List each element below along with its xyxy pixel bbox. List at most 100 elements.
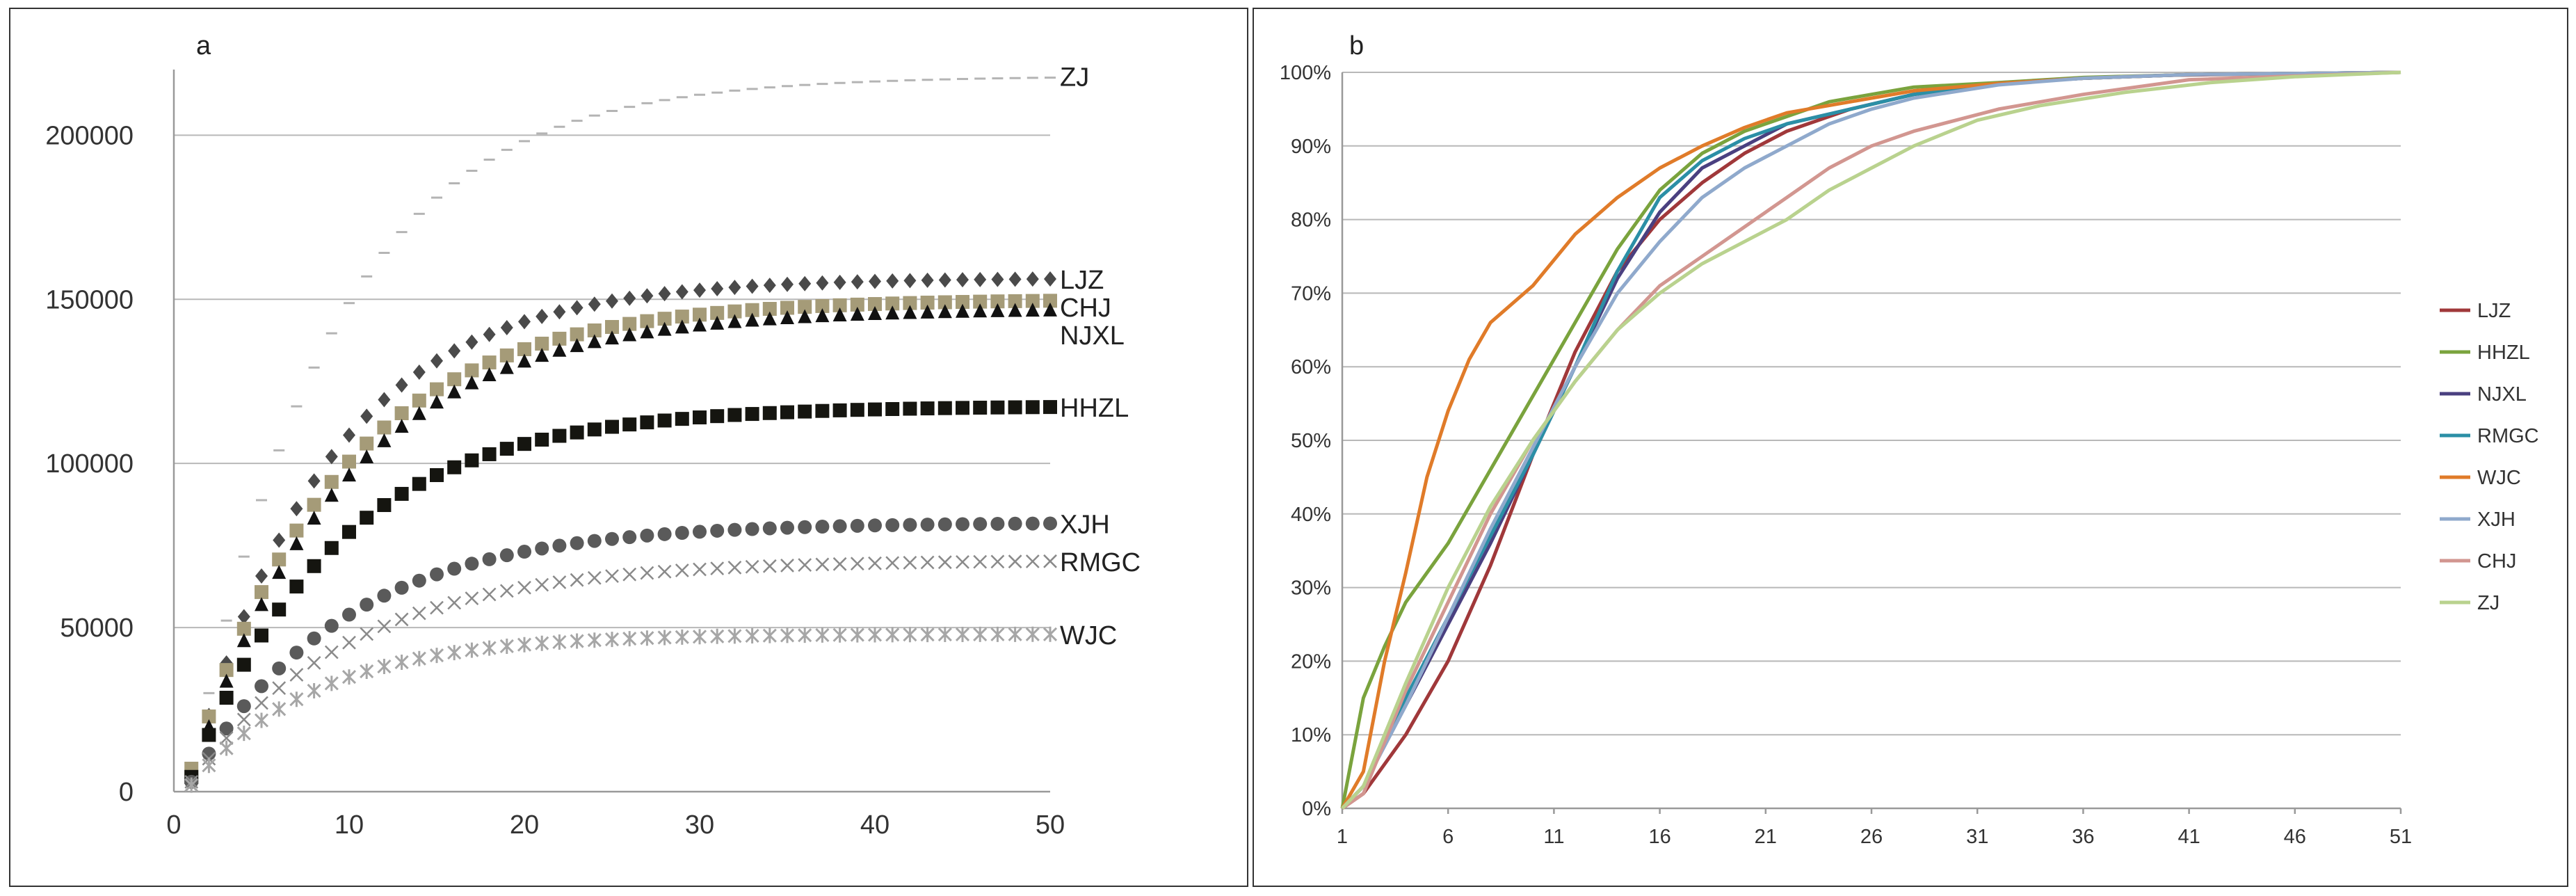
- panel-a-point: [429, 648, 444, 664]
- panel-a-point: [570, 573, 584, 587]
- panel-a-point: [604, 632, 620, 648]
- panel-a-point: [236, 633, 251, 648]
- panel-a-point: [973, 554, 988, 569]
- panel-a-point: [570, 327, 584, 342]
- panel-a-point: [605, 330, 619, 345]
- panel-a-point: [430, 467, 444, 482]
- panel-b-y-tick-label: 0%: [1302, 798, 1331, 820]
- panel-a-label: a: [196, 31, 211, 61]
- panel-a-series-wjc: [184, 626, 1058, 793]
- panel-b-y-tick-label: 40%: [1291, 504, 1331, 526]
- panel-a-point: [236, 657, 251, 672]
- panel-a-point: [570, 425, 584, 440]
- panel-a-point: [430, 567, 444, 582]
- panel-a-point: [605, 531, 619, 546]
- panel-a-point: [833, 274, 846, 290]
- panel-a-point: [693, 307, 707, 322]
- panel-b-x-tick-label: 11: [1543, 826, 1564, 848]
- panel-b-line-wjc: [1340, 70, 2401, 810]
- panel-a-point: [1044, 271, 1056, 287]
- panel-a-point: [990, 626, 1005, 642]
- panel-a-point: [815, 627, 830, 643]
- panel-a-point: [815, 557, 830, 572]
- panel-a-point: [272, 701, 287, 717]
- panel-a-point: [552, 331, 567, 346]
- panel-a-point: [307, 682, 321, 698]
- panel-a-point: [920, 627, 935, 643]
- panel-a-point: [499, 360, 514, 374]
- panel-a-point: [798, 558, 812, 573]
- panel-a-series: [184, 77, 1058, 793]
- panel-a-point: [640, 630, 654, 646]
- panel-a-series-hhzl: [184, 400, 1057, 784]
- panel-a-point: [762, 627, 777, 643]
- panel-a-point: [1025, 516, 1040, 531]
- panel-a-point: [1008, 294, 1022, 308]
- panel-a-point: [465, 557, 479, 571]
- panel-a-point: [272, 661, 287, 675]
- panel-a-point: [798, 309, 812, 323]
- panel-a-point: [693, 525, 707, 539]
- panel-a-point: [990, 554, 1005, 569]
- panel-a-point: [693, 410, 707, 425]
- panel-a-point: [991, 271, 1004, 287]
- panel-a-point: [990, 303, 1005, 317]
- panel-a-point: [832, 627, 847, 643]
- panel-a-point: [307, 473, 321, 489]
- panel-b-y-tick-label: 70%: [1291, 282, 1331, 305]
- panel-a-point: [289, 523, 304, 538]
- panel-a-series-xjh: [184, 516, 1057, 789]
- panel-a-series-zj: [186, 77, 1056, 776]
- panel-b-series: [1340, 70, 2401, 810]
- panel-a-point: [535, 577, 549, 592]
- panel-a-point: [850, 627, 864, 643]
- panel-a-chart: 0 50000 100000 150000 200000 0 10 20 30 40 50 ZJ L…: [45, 63, 1141, 840]
- panel-a-point: [570, 633, 584, 649]
- panel-b-x-tick-label: 21: [1755, 826, 1777, 848]
- panel-a-point: [868, 306, 882, 321]
- panel-a-point: [552, 575, 567, 589]
- panel-a-series-label-ljz: LJZ: [1060, 266, 1104, 295]
- panel-a-point: [745, 559, 759, 574]
- panel-a-point: [341, 669, 357, 685]
- panel-a-point: [447, 561, 462, 576]
- panel-a-point: [447, 372, 462, 387]
- panel-a-point: [850, 306, 864, 321]
- panel-a-point: [517, 637, 532, 653]
- legend-label: NJXL: [2477, 383, 2527, 406]
- panel-a-point: [377, 498, 392, 513]
- panel-a-point: [920, 401, 935, 416]
- panel-a-point: [236, 726, 251, 742]
- panel-b-chart: 0%10%20%30%40%50%60%70%80%90%100% 1 6 11 16…: [1280, 62, 2539, 848]
- panel-a-point: [850, 557, 864, 571]
- panel-a-point: [762, 521, 777, 536]
- panel-a-point: [886, 273, 899, 289]
- panel-a-point: [622, 631, 637, 647]
- panel-a-point: [956, 295, 969, 310]
- panel-b-x-tick-label: 1: [1337, 826, 1348, 848]
- panel-b-label: b: [1349, 31, 1364, 61]
- panel-a-point: [482, 367, 497, 381]
- panel-a-point: [430, 382, 444, 397]
- panel-b-legend: LJZ HHZL NJXL RMGC WJC XJH CHJ ZJ: [2440, 300, 2539, 614]
- panel-a-point: [465, 642, 479, 658]
- panel-b-y-tick-label: 10%: [1291, 724, 1331, 746]
- panel-a-point: [447, 384, 462, 399]
- panel-a-point: [552, 429, 567, 443]
- panel-a-x-tick-label: 0: [166, 810, 181, 840]
- panel-a-point: [517, 580, 531, 595]
- panel-b-y-tick-label: 100%: [1280, 62, 1331, 84]
- panel-a-point: [937, 517, 952, 531]
- panel-a-point: [920, 296, 935, 310]
- panel-a-point: [815, 308, 830, 323]
- panel-a-series-label-xjh: XJH: [1060, 510, 1110, 539]
- panel-a-point: [850, 518, 864, 533]
- panel-a-point: [360, 627, 374, 641]
- panel-a-point: [956, 555, 969, 569]
- panel-a-point: [885, 518, 900, 532]
- panel-a-point: [394, 580, 409, 595]
- panel-a-point: [517, 353, 531, 368]
- panel-a-point: [641, 288, 654, 304]
- panel-a-point: [360, 598, 374, 612]
